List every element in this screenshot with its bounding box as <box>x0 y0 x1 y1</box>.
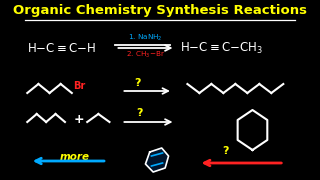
Text: 1. NaNH$_2$: 1. NaNH$_2$ <box>128 33 163 43</box>
Text: ?: ? <box>134 78 141 88</box>
Text: Br: Br <box>74 81 86 91</box>
Text: H$-$C$\equiv$C$-$CH$_3$: H$-$C$\equiv$C$-$CH$_3$ <box>180 40 263 56</box>
Text: +: + <box>73 112 84 125</box>
Text: H$-$C$\equiv$C$-$H: H$-$C$\equiv$C$-$H <box>27 42 96 55</box>
Text: more: more <box>60 152 89 162</box>
Text: 2. CH$_3$$-$Br: 2. CH$_3$$-$Br <box>126 50 165 60</box>
Text: ?: ? <box>223 146 229 156</box>
Text: Organic Chemistry Synthesis Reactions: Organic Chemistry Synthesis Reactions <box>13 3 307 17</box>
Polygon shape <box>146 148 169 172</box>
Text: ?: ? <box>136 108 143 118</box>
